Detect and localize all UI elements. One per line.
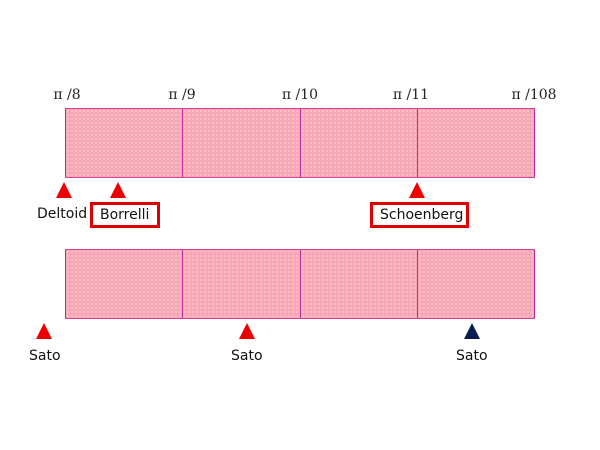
marker-triangle-sato xyxy=(36,323,52,339)
bottom-bar-segment xyxy=(299,250,417,318)
deltoid-label: Deltoid xyxy=(37,206,88,222)
sato-label: Sato xyxy=(456,348,488,364)
tick-label: π /108 xyxy=(511,87,557,103)
tick-label: π /8 xyxy=(53,87,81,103)
tick-label: π /10 xyxy=(281,87,319,103)
top-bar-segment xyxy=(416,109,535,177)
tick-label: π /11 xyxy=(392,87,430,103)
bottom-bar xyxy=(65,249,535,319)
top-bar-segment xyxy=(299,109,417,177)
marker-triangle-sato xyxy=(239,323,255,339)
top-bar-segment xyxy=(182,109,300,177)
bottom-bar-segment xyxy=(182,250,300,318)
marker-triangle-deltoid xyxy=(56,182,72,198)
marker-triangle-borrelli xyxy=(110,182,126,198)
tick-label: π /9 xyxy=(168,87,196,103)
schoenberg-label: Schoenberg xyxy=(370,202,469,228)
bottom-bar-segment xyxy=(65,250,183,318)
bottom-bar-segment xyxy=(416,250,535,318)
sato-label: Sato xyxy=(231,348,263,364)
borrelli-label: Borrelli xyxy=(90,202,160,228)
sato-label: Sato xyxy=(29,348,61,364)
marker-triangle-sato-navy xyxy=(464,323,480,339)
top-bar xyxy=(65,108,535,178)
top-bar-segment xyxy=(65,109,183,177)
marker-triangle-schoenberg xyxy=(409,182,425,198)
